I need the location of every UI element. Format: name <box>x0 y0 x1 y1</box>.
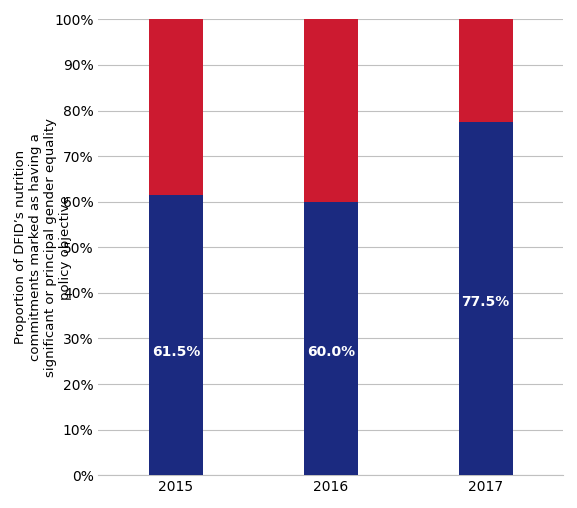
Bar <box>304 19 358 202</box>
Text: 61.5%: 61.5% <box>152 345 200 359</box>
Bar <box>149 195 203 475</box>
Y-axis label: Proportion of DFID’s nutrition
commitments marked as having a
significant or pri: Proportion of DFID’s nutrition commitmen… <box>14 118 72 377</box>
Bar <box>459 122 513 475</box>
Text: 60.0%: 60.0% <box>306 345 355 359</box>
Bar <box>304 202 358 475</box>
Bar <box>459 19 513 122</box>
Text: 77.5%: 77.5% <box>462 295 509 309</box>
Bar <box>149 19 203 195</box>
